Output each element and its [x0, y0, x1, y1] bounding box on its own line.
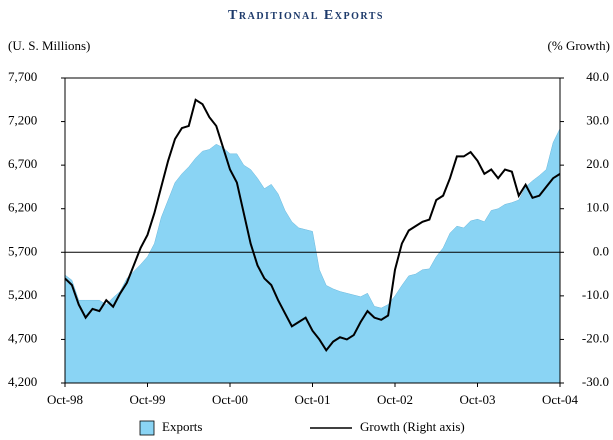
x-tick-label: Oct-03	[459, 392, 495, 407]
growth-line	[64, 98, 561, 353]
y2-axis-label: (% Growth)	[548, 38, 610, 53]
x-tick-label: Oct-04	[542, 392, 579, 407]
legend-label: Growth (Right axis)	[360, 419, 465, 434]
x-tick-label: Oct-02	[377, 392, 413, 407]
legend-swatch	[139, 420, 155, 436]
y2-tick-label: -10.0	[582, 287, 609, 302]
x-tick-label: Oct-98	[47, 392, 83, 407]
y-tick-label: 6,700	[8, 156, 37, 171]
y-tick-label: 4,200	[8, 374, 37, 389]
chart-title: Traditional Exports	[228, 8, 384, 23]
y2-tick-label: 30.0	[586, 113, 609, 128]
y2-tick-label: -30.0	[582, 374, 609, 389]
legend-label: Exports	[162, 419, 202, 434]
x-tick-label: Oct-99	[129, 392, 165, 407]
y-tick-label: 6,200	[8, 200, 37, 215]
x-tick-label: Oct-00	[212, 392, 248, 407]
x-tick-label: Oct-01	[294, 392, 330, 407]
y-tick-label: 5,200	[8, 287, 37, 302]
y-axis-label: (U. S. Millions)	[8, 38, 90, 53]
y2-tick-label: 20.0	[586, 156, 609, 171]
y-tick-label: 5,700	[8, 243, 37, 258]
y2-tick-label: 0.0	[593, 243, 609, 258]
area	[64, 128, 561, 384]
y2-tick-label: 10.0	[586, 200, 609, 215]
y-tick-label: 7,200	[8, 113, 37, 128]
y-tick-label: 4,700	[8, 330, 37, 345]
y2-tick-label: -20.0	[582, 330, 609, 345]
y-tick-label: 7,700	[8, 69, 37, 84]
y2-tick-label: 40.0	[586, 69, 609, 84]
